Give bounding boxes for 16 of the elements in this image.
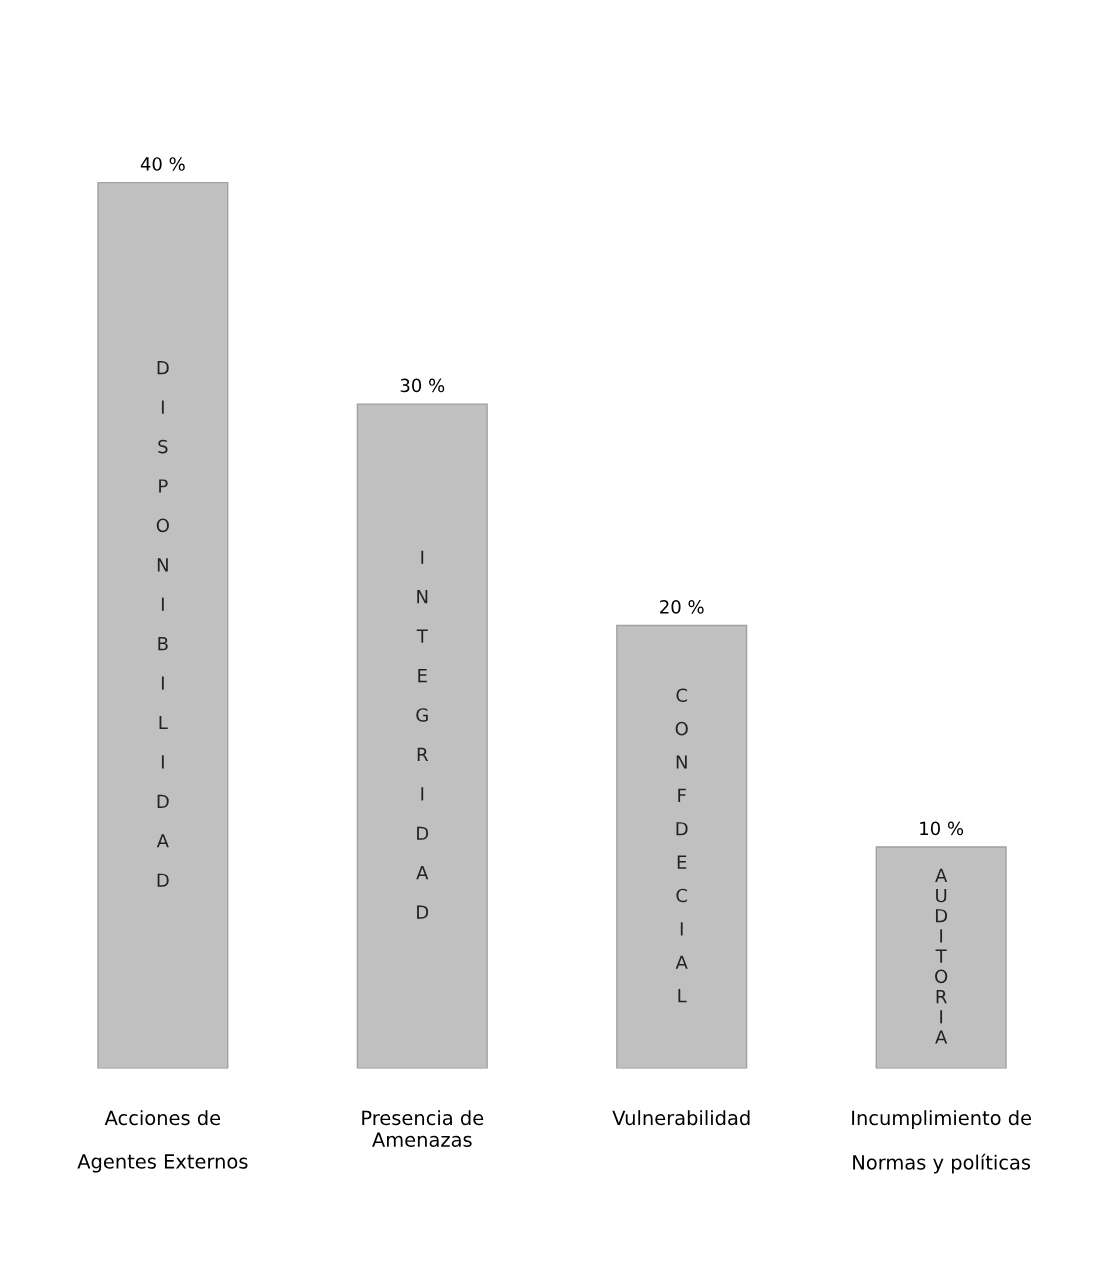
data-label: 30 % <box>400 378 445 393</box>
data-label: 20 % <box>660 600 704 614</box>
bar <box>616 624 748 1069</box>
x-tick-label: Presencia de Amenazas <box>362 1110 484 1147</box>
text: AUDITORIA <box>935 868 948 1044</box>
bar <box>97 181 229 1069</box>
text: DISPONIBILIDAD <box>156 361 169 887</box>
text: INTEGRIDAD <box>416 550 429 919</box>
x-tick-label: Vulnerabilidad <box>612 1110 750 1126</box>
data-label: 10 % <box>920 821 964 836</box>
bar <box>356 403 488 1069</box>
text: CONFDECIAL <box>675 688 688 1003</box>
category-label: Incumplimiento de Normas y políticas <box>852 1110 1032 1174</box>
category-label: Acciones de Agentes Externos <box>77 1110 248 1173</box>
data-label: 40 % <box>140 157 185 171</box>
bar <box>875 846 1007 1069</box>
